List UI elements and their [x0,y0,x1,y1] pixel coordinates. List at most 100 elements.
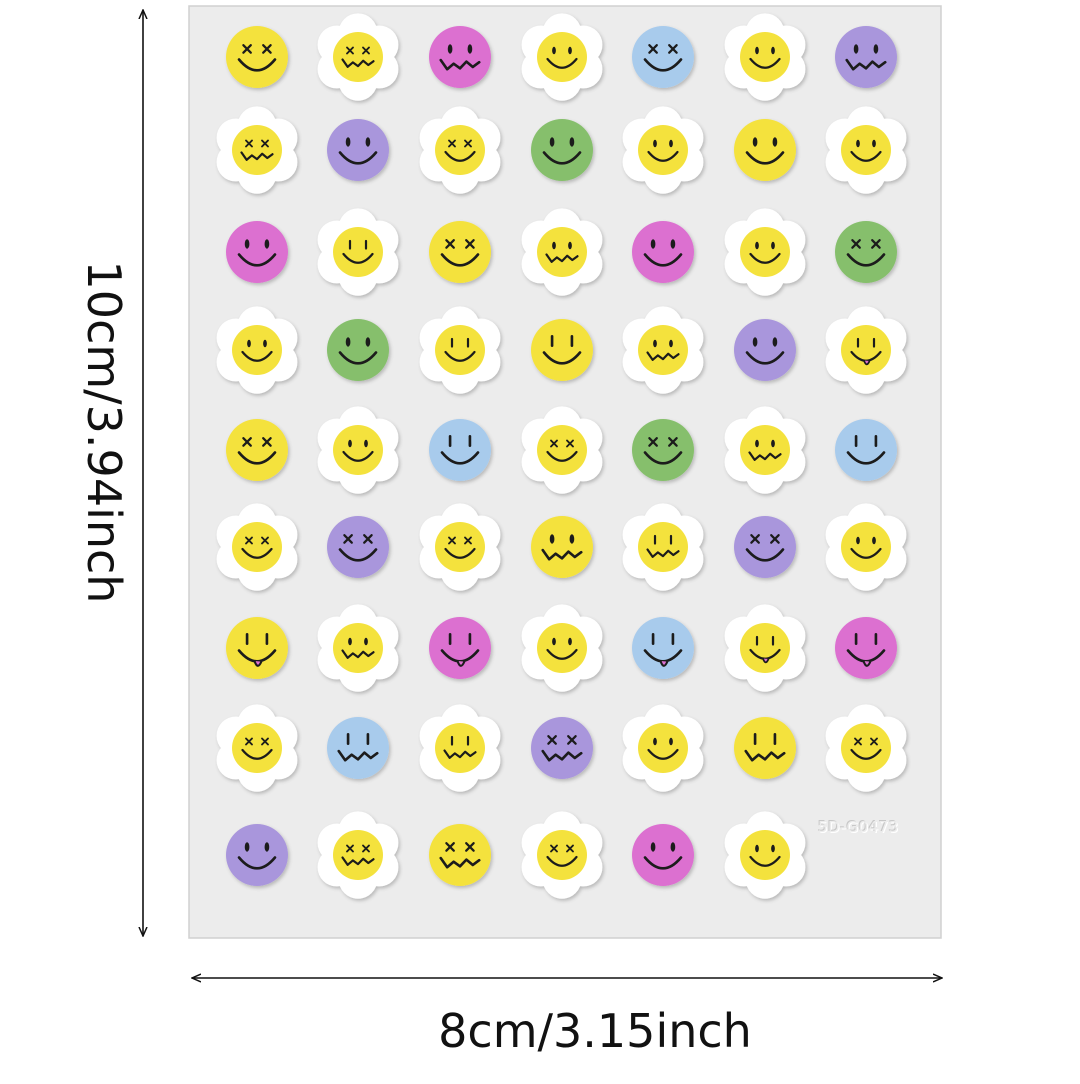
sticker [531,119,593,181]
oval-eye-icon [365,137,371,147]
sticker [825,106,907,194]
oval-eye-icon [467,44,473,54]
smiley-face [429,221,491,283]
smiley-face [327,717,389,779]
smile-mouth-icon [237,856,277,870]
sticker [429,221,491,283]
oval-eye-icon [650,842,656,852]
x-eye-icon [770,534,780,544]
tongue-icon [863,360,871,366]
wavy-mouth-icon [541,548,583,561]
oval-eye-icon [552,46,556,55]
wavy-mouth-icon [337,749,379,762]
sticker [327,319,389,381]
x-eye-icon [648,437,658,447]
smile-mouth-icon [643,58,683,72]
tongue-icon [762,658,770,664]
sticker [317,208,399,296]
x-eye-icon [871,239,881,249]
x-eye-icon [261,536,269,545]
sticker [825,306,907,394]
stickers-grid [216,13,907,899]
wavy-mouth-icon [541,749,583,762]
oval-eye-icon [872,536,876,545]
smiley-face [327,516,389,578]
sticker [632,824,694,886]
oval-eye-icon [752,137,758,147]
sticker [216,503,298,591]
x-eye-icon [242,44,252,54]
smile-mouth-icon [338,351,378,365]
flower-face [537,32,587,82]
smile-mouth-icon [546,648,578,660]
smiley-face [835,419,897,481]
flower-face [435,522,485,572]
smiley-face [531,717,593,779]
oval-eye-icon [772,137,778,147]
x-eye-icon [566,439,574,448]
oval-eye-icon [549,534,555,544]
oval-eye-icon [772,337,778,347]
wavy-mouth-icon [240,151,274,161]
smiley-face [226,617,288,679]
x-eye-icon [854,737,862,746]
sticker [531,516,593,578]
oval-eye-icon [568,241,572,250]
smiley-face [734,516,796,578]
oval-eye-icon [650,239,656,249]
x-eye-icon [363,534,373,544]
sticker [724,811,806,899]
oval-eye-icon [856,536,860,545]
sticker [622,306,704,394]
smiley-face [632,26,694,88]
x-eye-icon [245,737,253,746]
oval-eye-icon [365,337,371,347]
flower-face [740,227,790,277]
wavy-mouth-icon [443,749,477,759]
smile-mouth-icon [237,451,277,465]
wavy-mouth-icon [646,351,680,361]
oval-eye-icon [755,46,759,55]
oval-eye-icon [263,339,267,348]
smile-mouth-icon [444,150,476,162]
smile-mouth-icon [241,547,273,559]
x-eye-icon [550,439,558,448]
x-eye-icon [566,844,574,853]
smiley-face [226,221,288,283]
x-eye-icon [464,536,472,545]
sticker [724,208,806,296]
sticker [724,406,806,494]
sticker [429,824,491,886]
smiley-face [632,824,694,886]
wavy-mouth-icon [439,58,481,71]
x-eye-icon [445,239,455,249]
oval-eye-icon [348,637,352,646]
smiley-face [226,419,288,481]
oval-eye-icon [264,239,270,249]
flower-face [740,32,790,82]
x-eye-icon [346,844,354,853]
flower-face [232,723,282,773]
smile-mouth-icon [647,150,679,162]
flower-face [435,325,485,375]
smiley-face [327,319,389,381]
smile-mouth-icon [338,548,378,562]
smiley-face [632,419,694,481]
wavy-mouth-icon [341,649,375,659]
sticker [521,811,603,899]
smile-mouth-icon [749,855,781,867]
oval-eye-icon [264,842,270,852]
sticker [632,617,694,679]
flower-face [333,425,383,475]
sticker [317,604,399,692]
smile-mouth-icon [241,748,273,760]
flower-face [232,522,282,572]
x-eye-icon [245,536,253,545]
sticker [216,106,298,194]
height-dimension-label: 10cm/3.94inch [77,260,131,604]
sticker [632,419,694,481]
flower-face [841,325,891,375]
flower-face [537,830,587,880]
oval-eye-icon [653,737,657,746]
x-eye-icon [567,735,577,745]
